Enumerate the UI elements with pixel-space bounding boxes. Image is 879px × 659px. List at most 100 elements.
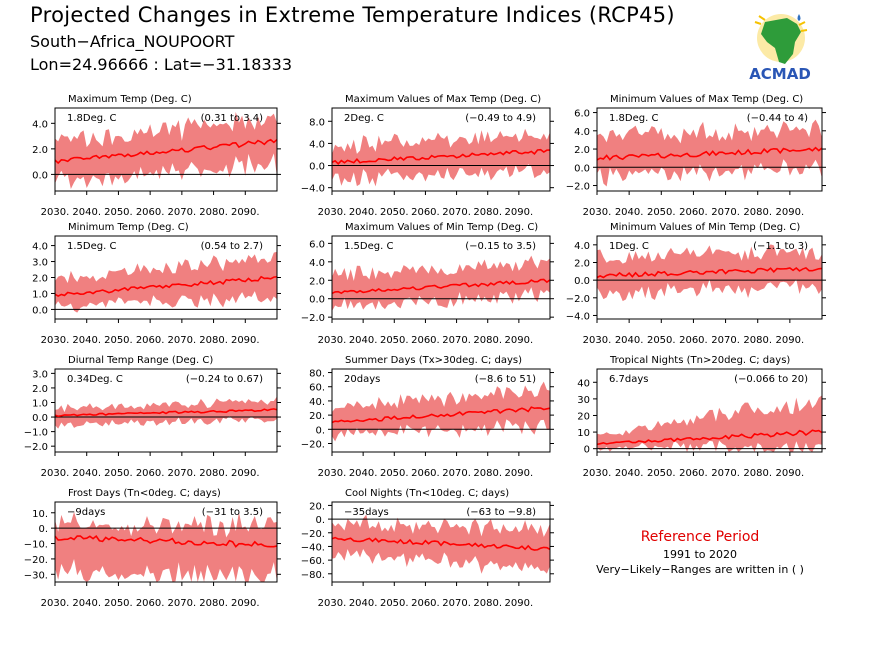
x-tick-label: 2050.	[104, 468, 133, 479]
range-label: (0.54 to 2.7)	[201, 241, 263, 252]
chart-title: Maximum Values of Min Temp (Deg. C)	[345, 222, 538, 233]
x-tick-label: 2070.	[711, 468, 740, 479]
range-band	[55, 396, 277, 429]
chart-panel: 20. 0. −20. −40. −60. −80. 2030. 2040. 2050. 2060…	[301, 488, 554, 609]
y-tick-label: 0.0	[574, 276, 590, 287]
x-tick-label: 2080.	[743, 335, 772, 346]
range-band	[55, 111, 277, 190]
mean-line	[54, 138, 278, 165]
x-tick-label: 2040.	[349, 335, 378, 346]
x-tick-label: 2040.	[349, 598, 378, 609]
y-tick-label: 4.0	[574, 127, 590, 138]
range-band	[55, 251, 277, 313]
y-tick-label: 0.0	[574, 163, 590, 174]
range-band	[332, 255, 550, 312]
range-label: (−0.49 to 4.9)	[465, 113, 536, 124]
range-label: (−0.066 to 20)	[734, 374, 808, 385]
x-tick-label: 2070.	[442, 335, 471, 346]
x-tick-label: 2050.	[380, 207, 409, 218]
plot-frame	[54, 368, 278, 453]
mean-line	[54, 534, 278, 548]
y-tick-label: 60.	[309, 383, 325, 394]
x-tick-label: 2060.	[136, 335, 165, 346]
mean-line	[331, 406, 551, 424]
x-tick-label: 2070.	[442, 207, 471, 218]
x-tick-label: 2080.	[473, 468, 502, 479]
x-tick-label: 2080.	[743, 468, 772, 479]
x-tick-label: 2090.	[505, 335, 534, 346]
reference-note: Very−Likely−Ranges are written in ( )	[596, 563, 804, 576]
x-tick-label: 2050.	[380, 598, 409, 609]
x-tick-label: 2060.	[136, 207, 165, 218]
range-band	[332, 381, 550, 442]
chart-panel: 4.0 2.0 0.0 −2.0 −4.0 2030. 2040. 2050. 2060. 207…	[566, 222, 826, 346]
mean-value-label: −9days	[67, 507, 105, 518]
y-tick-label: −4.0	[566, 311, 590, 322]
chart-panel: 40 30 20 10 0 2030. 2040. 2050. 2060. 2070. 2080. 2…	[577, 355, 826, 479]
range-band	[597, 244, 822, 302]
range-label: (−0.24 to 0.67)	[186, 374, 263, 385]
plot-frame	[54, 107, 278, 192]
mean-value-label: 6.7days	[609, 374, 649, 385]
chart-title: Maximum Temp (Deg. C)	[68, 94, 192, 105]
region-name: South−Africa_NOUPOORT	[30, 32, 235, 51]
y-tick-label: 0.0	[32, 413, 48, 424]
plot-frame	[331, 501, 551, 583]
x-tick-label: 2090.	[231, 468, 260, 479]
x-tick-label: 2050.	[104, 335, 133, 346]
y-tick-label: −2.0	[566, 182, 590, 193]
x-tick-label: 2080.	[473, 335, 502, 346]
range-band	[597, 119, 822, 187]
x-tick-label: 2080.	[473, 598, 502, 609]
y-tick-label: 40.	[309, 397, 325, 408]
x-tick-label: 2040.	[615, 207, 644, 218]
y-tick-label: 2.0	[574, 145, 590, 156]
x-tick-label: 2090.	[231, 335, 260, 346]
x-tick-label: 2080.	[199, 207, 228, 218]
mean-value-label: 1.5Deg. C	[344, 241, 393, 252]
chart-title: Minimum Values of Min Temp (Deg. C)	[610, 222, 800, 233]
chart-title: Minimum Temp (Deg. C)	[68, 222, 189, 233]
mean-line	[331, 278, 551, 295]
coordinates-label: Lon=24.96666 : Lat=−31.18333	[30, 55, 293, 74]
y-tick-label: −2.0	[301, 313, 325, 324]
chart-panel: 4.0 3.0 2.0 1.0 0.0 2030. 2040. 2050. 2060. 2070.…	[32, 222, 281, 346]
chart-title: Frost Days (Tn<0deg. C; days)	[68, 488, 221, 499]
y-tick-label: −40.	[301, 542, 325, 553]
logo-text: ACMAD	[749, 65, 811, 83]
plot-frame	[54, 501, 278, 583]
y-tick-label: −2.0	[566, 294, 590, 305]
acmad-logo: ACMAD	[749, 14, 811, 83]
x-tick-label: 2060.	[136, 598, 165, 609]
x-tick-label: 2060.	[411, 207, 440, 218]
y-tick-label: 2.0	[309, 276, 325, 287]
y-tick-label: 4.0	[574, 241, 590, 252]
y-tick-label: 0.0	[309, 295, 325, 306]
y-tick-label: −60.	[301, 556, 325, 567]
x-tick-label: 2050.	[647, 335, 676, 346]
y-tick-label: 0.0	[309, 162, 325, 173]
range-label: (−1.1 to 3)	[753, 241, 808, 252]
x-tick-label: 2040.	[615, 468, 644, 479]
y-tick-label: 20	[577, 411, 590, 422]
x-tick-label: 2080.	[199, 598, 228, 609]
x-tick-label: 2030.	[41, 207, 70, 218]
y-tick-label: 6.0	[574, 109, 590, 120]
x-tick-label: 2070.	[442, 468, 471, 479]
y-tick-label: −10.	[24, 540, 48, 551]
x-tick-label: 2090.	[505, 468, 534, 479]
mean-value-label: 1.8Deg. C	[609, 113, 658, 124]
range-band	[332, 128, 550, 187]
y-tick-label: 0.	[315, 515, 325, 526]
x-tick-label: 2090.	[776, 207, 805, 218]
x-tick-label: 2060.	[411, 598, 440, 609]
x-tick-label: 2040.	[72, 598, 101, 609]
mean-line	[596, 146, 823, 161]
range-label: (−63 to −9.8)	[466, 507, 536, 518]
y-tick-label: −80.	[301, 570, 325, 581]
x-tick-label: 2040.	[72, 335, 101, 346]
x-tick-label: 2040.	[349, 207, 378, 218]
x-tick-label: 2070.	[168, 207, 197, 218]
y-tick-label: 2.0	[32, 384, 48, 395]
mean-value-label: −35days	[344, 507, 389, 518]
